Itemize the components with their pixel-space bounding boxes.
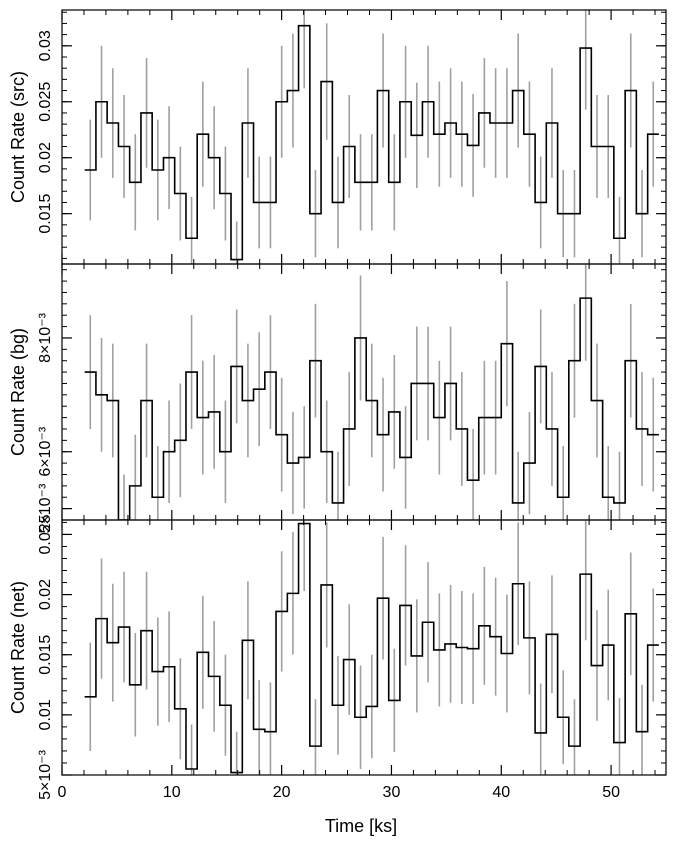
panel-src-y-tick-label: 0.03 — [37, 30, 54, 61]
panel-net-step-line — [84, 522, 659, 774]
panel-net-y-tick-label: 0.015 — [37, 635, 54, 675]
panel-bg-y-axis-label: Count Rate (bg) — [8, 328, 28, 456]
panels: 0.015 0.02 0.025 0.03 Count Rate (src) 5×10⁻³… — [8, 9, 667, 801]
panel-bg-y-tick-label: 6×10⁻³ — [37, 426, 54, 476]
panel-bg: 5×10⁻³ 6×10⁻³ 8×10⁻³ Count Rate (bg) — [8, 263, 667, 534]
panel-net-y-axis-label: Count Rate (net) — [8, 581, 28, 714]
panel-net-y-tick-label: 0.02 — [37, 579, 54, 610]
panel-src-y-axis-label: Count Rate (src) — [8, 71, 28, 203]
panel-src: 0.015 0.02 0.025 0.03 Count Rate (src) — [8, 9, 667, 265]
panel-net-frame — [61, 519, 667, 776]
x-tick-label: 40 — [492, 784, 510, 801]
panel-src-y-tick-label: 0.02 — [37, 142, 54, 173]
panel-bg-step-line — [84, 297, 659, 520]
panel-net: 5×10⁻³ 0.01 0.015 0.02 0.025 Count Rate (net)… — [8, 514, 667, 801]
x-axis-label: Time [ks] — [325, 816, 397, 836]
panel-src-y-tick-label: 0.015 — [37, 194, 54, 234]
x-tick-label: 20 — [273, 784, 291, 801]
panel-bg-y-tick-label: 5×10⁻³ — [37, 483, 54, 533]
panel-net-y-tick-label: 5×10⁻³ — [37, 749, 54, 799]
panel-bg-y-tick-label: 8×10⁻³ — [37, 312, 54, 362]
x-tick-label: 0 — [58, 784, 67, 801]
panel-net-y-tick-label: 0.01 — [37, 699, 54, 730]
x-tick-label: 50 — [602, 784, 620, 801]
panel-src-data — [84, 10, 659, 264]
panel-src-step-line — [84, 24, 659, 261]
panel-net-data — [84, 520, 659, 775]
panel-src-y-tick-label: 0.025 — [37, 82, 54, 122]
panel-net-y-tick-label: 0.025 — [37, 514, 54, 554]
x-tick-label: 10 — [163, 784, 181, 801]
panel-bg-data — [84, 264, 659, 520]
x-tick-label: 30 — [383, 784, 401, 801]
